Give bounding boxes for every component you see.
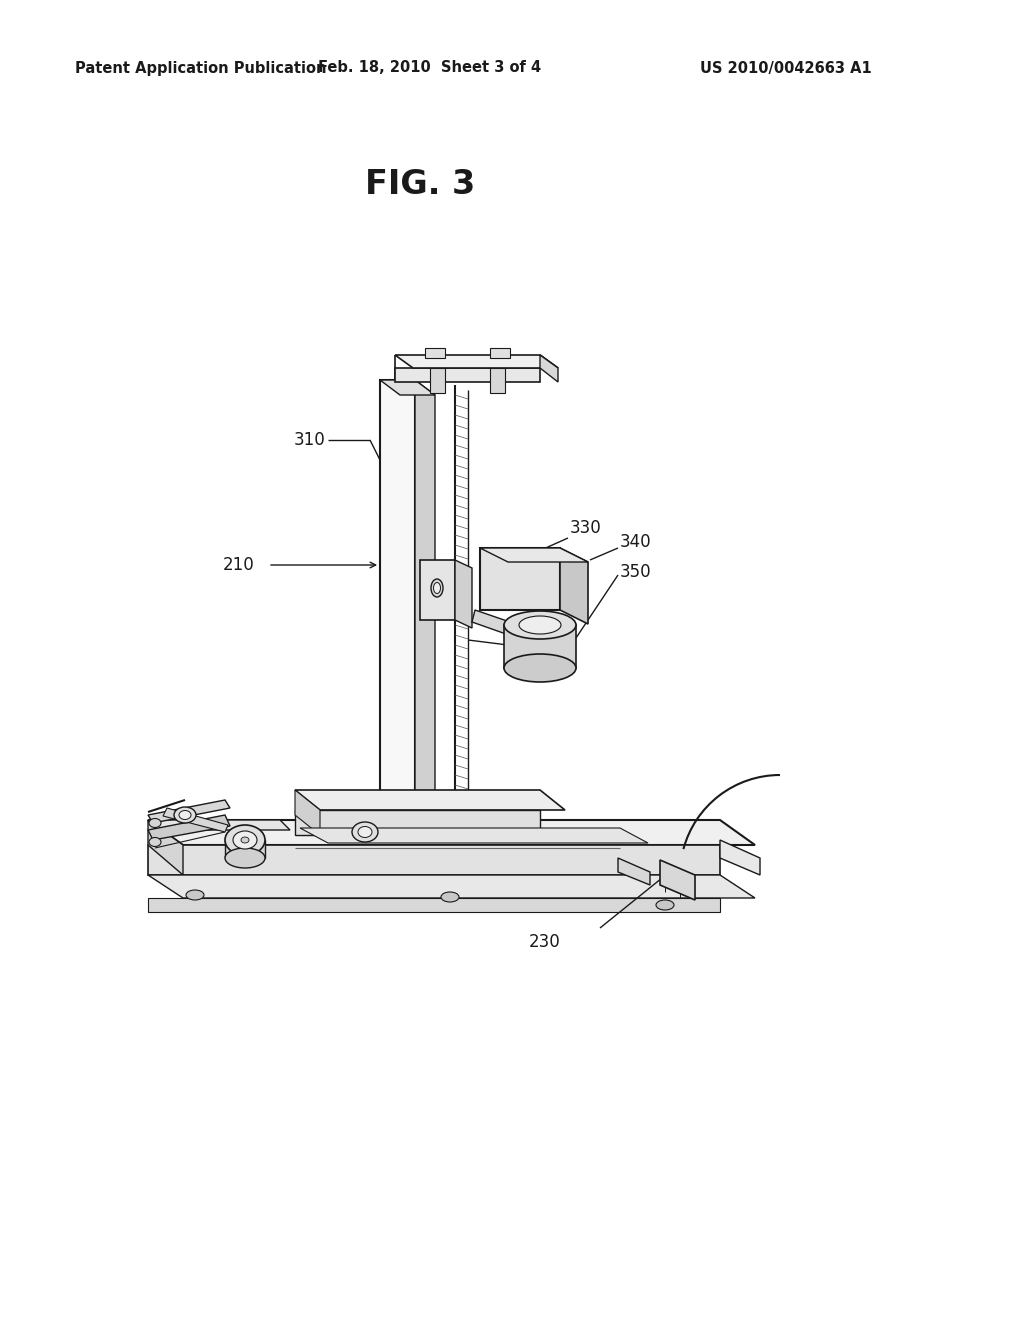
Polygon shape <box>148 820 183 875</box>
Ellipse shape <box>179 810 191 820</box>
Text: 320: 320 <box>510 636 542 653</box>
Text: 340: 340 <box>620 533 651 550</box>
Ellipse shape <box>352 822 378 842</box>
Text: 230: 230 <box>529 933 561 950</box>
Text: US 2010/0042663 A1: US 2010/0042663 A1 <box>700 61 871 75</box>
Ellipse shape <box>504 653 575 682</box>
Polygon shape <box>490 348 510 358</box>
Text: 330: 330 <box>570 519 602 537</box>
Text: 350: 350 <box>620 564 651 581</box>
Polygon shape <box>480 548 560 610</box>
Polygon shape <box>148 845 720 875</box>
Polygon shape <box>225 840 265 858</box>
Polygon shape <box>660 861 695 900</box>
Polygon shape <box>148 875 755 898</box>
Ellipse shape <box>150 818 161 828</box>
Ellipse shape <box>233 832 257 849</box>
Ellipse shape <box>431 579 443 597</box>
Ellipse shape <box>358 826 372 837</box>
Polygon shape <box>295 789 319 836</box>
Polygon shape <box>295 789 565 810</box>
Ellipse shape <box>174 807 196 822</box>
Polygon shape <box>540 355 558 381</box>
Polygon shape <box>504 624 575 668</box>
Polygon shape <box>295 810 540 836</box>
Ellipse shape <box>225 847 265 869</box>
Text: FIG. 3: FIG. 3 <box>365 169 475 202</box>
Ellipse shape <box>433 582 440 594</box>
Ellipse shape <box>150 837 161 846</box>
Polygon shape <box>395 368 540 381</box>
Polygon shape <box>490 368 505 393</box>
Text: Feb. 18, 2010  Sheet 3 of 4: Feb. 18, 2010 Sheet 3 of 4 <box>318 61 542 75</box>
Polygon shape <box>560 548 588 624</box>
Polygon shape <box>300 828 648 843</box>
Polygon shape <box>148 820 755 845</box>
Polygon shape <box>148 800 230 822</box>
Ellipse shape <box>519 616 561 634</box>
Ellipse shape <box>656 900 674 909</box>
Ellipse shape <box>504 611 575 639</box>
Polygon shape <box>472 610 510 634</box>
Polygon shape <box>148 898 720 912</box>
Ellipse shape <box>186 890 204 900</box>
Polygon shape <box>148 814 230 840</box>
Polygon shape <box>480 548 588 562</box>
Polygon shape <box>380 380 435 395</box>
Polygon shape <box>395 355 558 368</box>
Polygon shape <box>163 808 228 832</box>
Polygon shape <box>720 840 760 875</box>
Polygon shape <box>420 560 455 620</box>
Text: 210: 210 <box>223 556 255 574</box>
Polygon shape <box>415 380 435 836</box>
Ellipse shape <box>225 825 265 855</box>
Polygon shape <box>148 820 290 830</box>
Polygon shape <box>430 368 445 393</box>
Ellipse shape <box>441 892 459 902</box>
Text: 310: 310 <box>293 432 325 449</box>
Polygon shape <box>455 560 472 628</box>
Text: Patent Application Publication: Patent Application Publication <box>75 61 327 75</box>
Ellipse shape <box>241 837 249 843</box>
Polygon shape <box>425 348 445 358</box>
Polygon shape <box>380 380 415 820</box>
Polygon shape <box>618 858 650 884</box>
